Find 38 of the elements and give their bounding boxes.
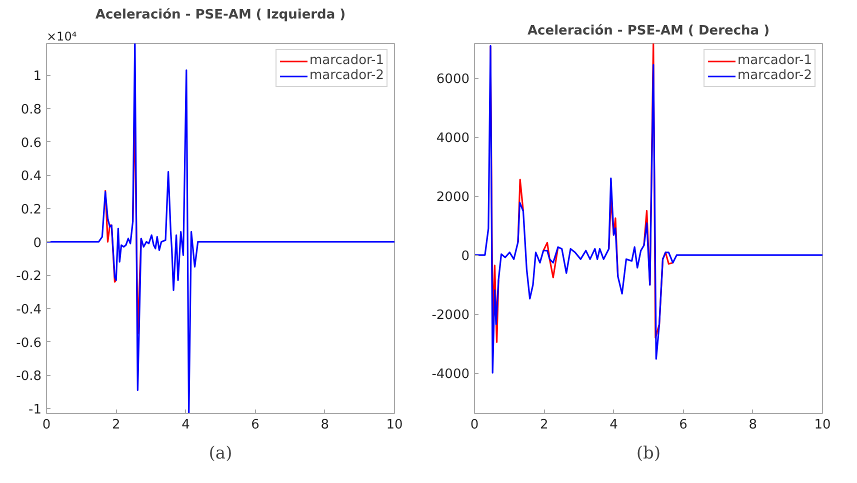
y-tick-label: 0.6 [20, 136, 42, 151]
y-tick-label: -0.4 [16, 302, 42, 318]
y-tick-label: 0 [461, 249, 470, 264]
x-tick-label: 4 [610, 418, 618, 432]
line-series [46, 44, 394, 414]
y-tick-label: -0.8 [16, 369, 42, 384]
legend-label: marcador-1 [310, 53, 384, 68]
x-tick-label: 4 [182, 418, 190, 432]
x-tick-label: 10 [386, 418, 403, 432]
text: (a) [208, 444, 232, 464]
y-tick-label: -1 [28, 402, 42, 418]
y-tick-label: -4000 [432, 367, 470, 382]
y-tick-label: 6000 [436, 72, 470, 88]
y-tick-label: 1 [33, 69, 42, 84]
text: (b) [636, 444, 661, 464]
x-tick-label: 2 [540, 418, 548, 432]
y-tick-label: 0 [33, 236, 42, 251]
legend-label: marcador-2 [738, 68, 812, 83]
legend-label: marcador-2 [310, 68, 384, 83]
y-tick-label: 2000 [436, 190, 470, 206]
y-tick-label: 0.8 [20, 102, 42, 118]
x-tick-label: 2 [112, 418, 120, 432]
y-tick-label: 4000 [436, 131, 470, 146]
y-tick-label: 0.2 [20, 202, 42, 218]
chart-title: Aceleración - PSE-AM ( Izquierda ) [95, 8, 346, 22]
legend-label: marcador-1 [738, 53, 812, 68]
y-tick-label: 0.4 [20, 169, 42, 184]
x-tick-label: 6 [251, 418, 260, 432]
y-tick-label: -2000 [432, 308, 470, 324]
line-series [474, 45, 822, 374]
x-tick-label: 10 [814, 418, 831, 432]
x-tick-label: 8 [748, 418, 758, 432]
text: ×10⁴ [46, 30, 77, 44]
x-tick-label: 6 [679, 418, 688, 432]
chart-title: Aceleración - PSE-AM ( Derecha ) [527, 24, 770, 38]
y-tick-label: -0.2 [16, 269, 42, 284]
x-tick-label: 8 [320, 418, 330, 432]
y-tick-label: -0.6 [16, 336, 42, 351]
